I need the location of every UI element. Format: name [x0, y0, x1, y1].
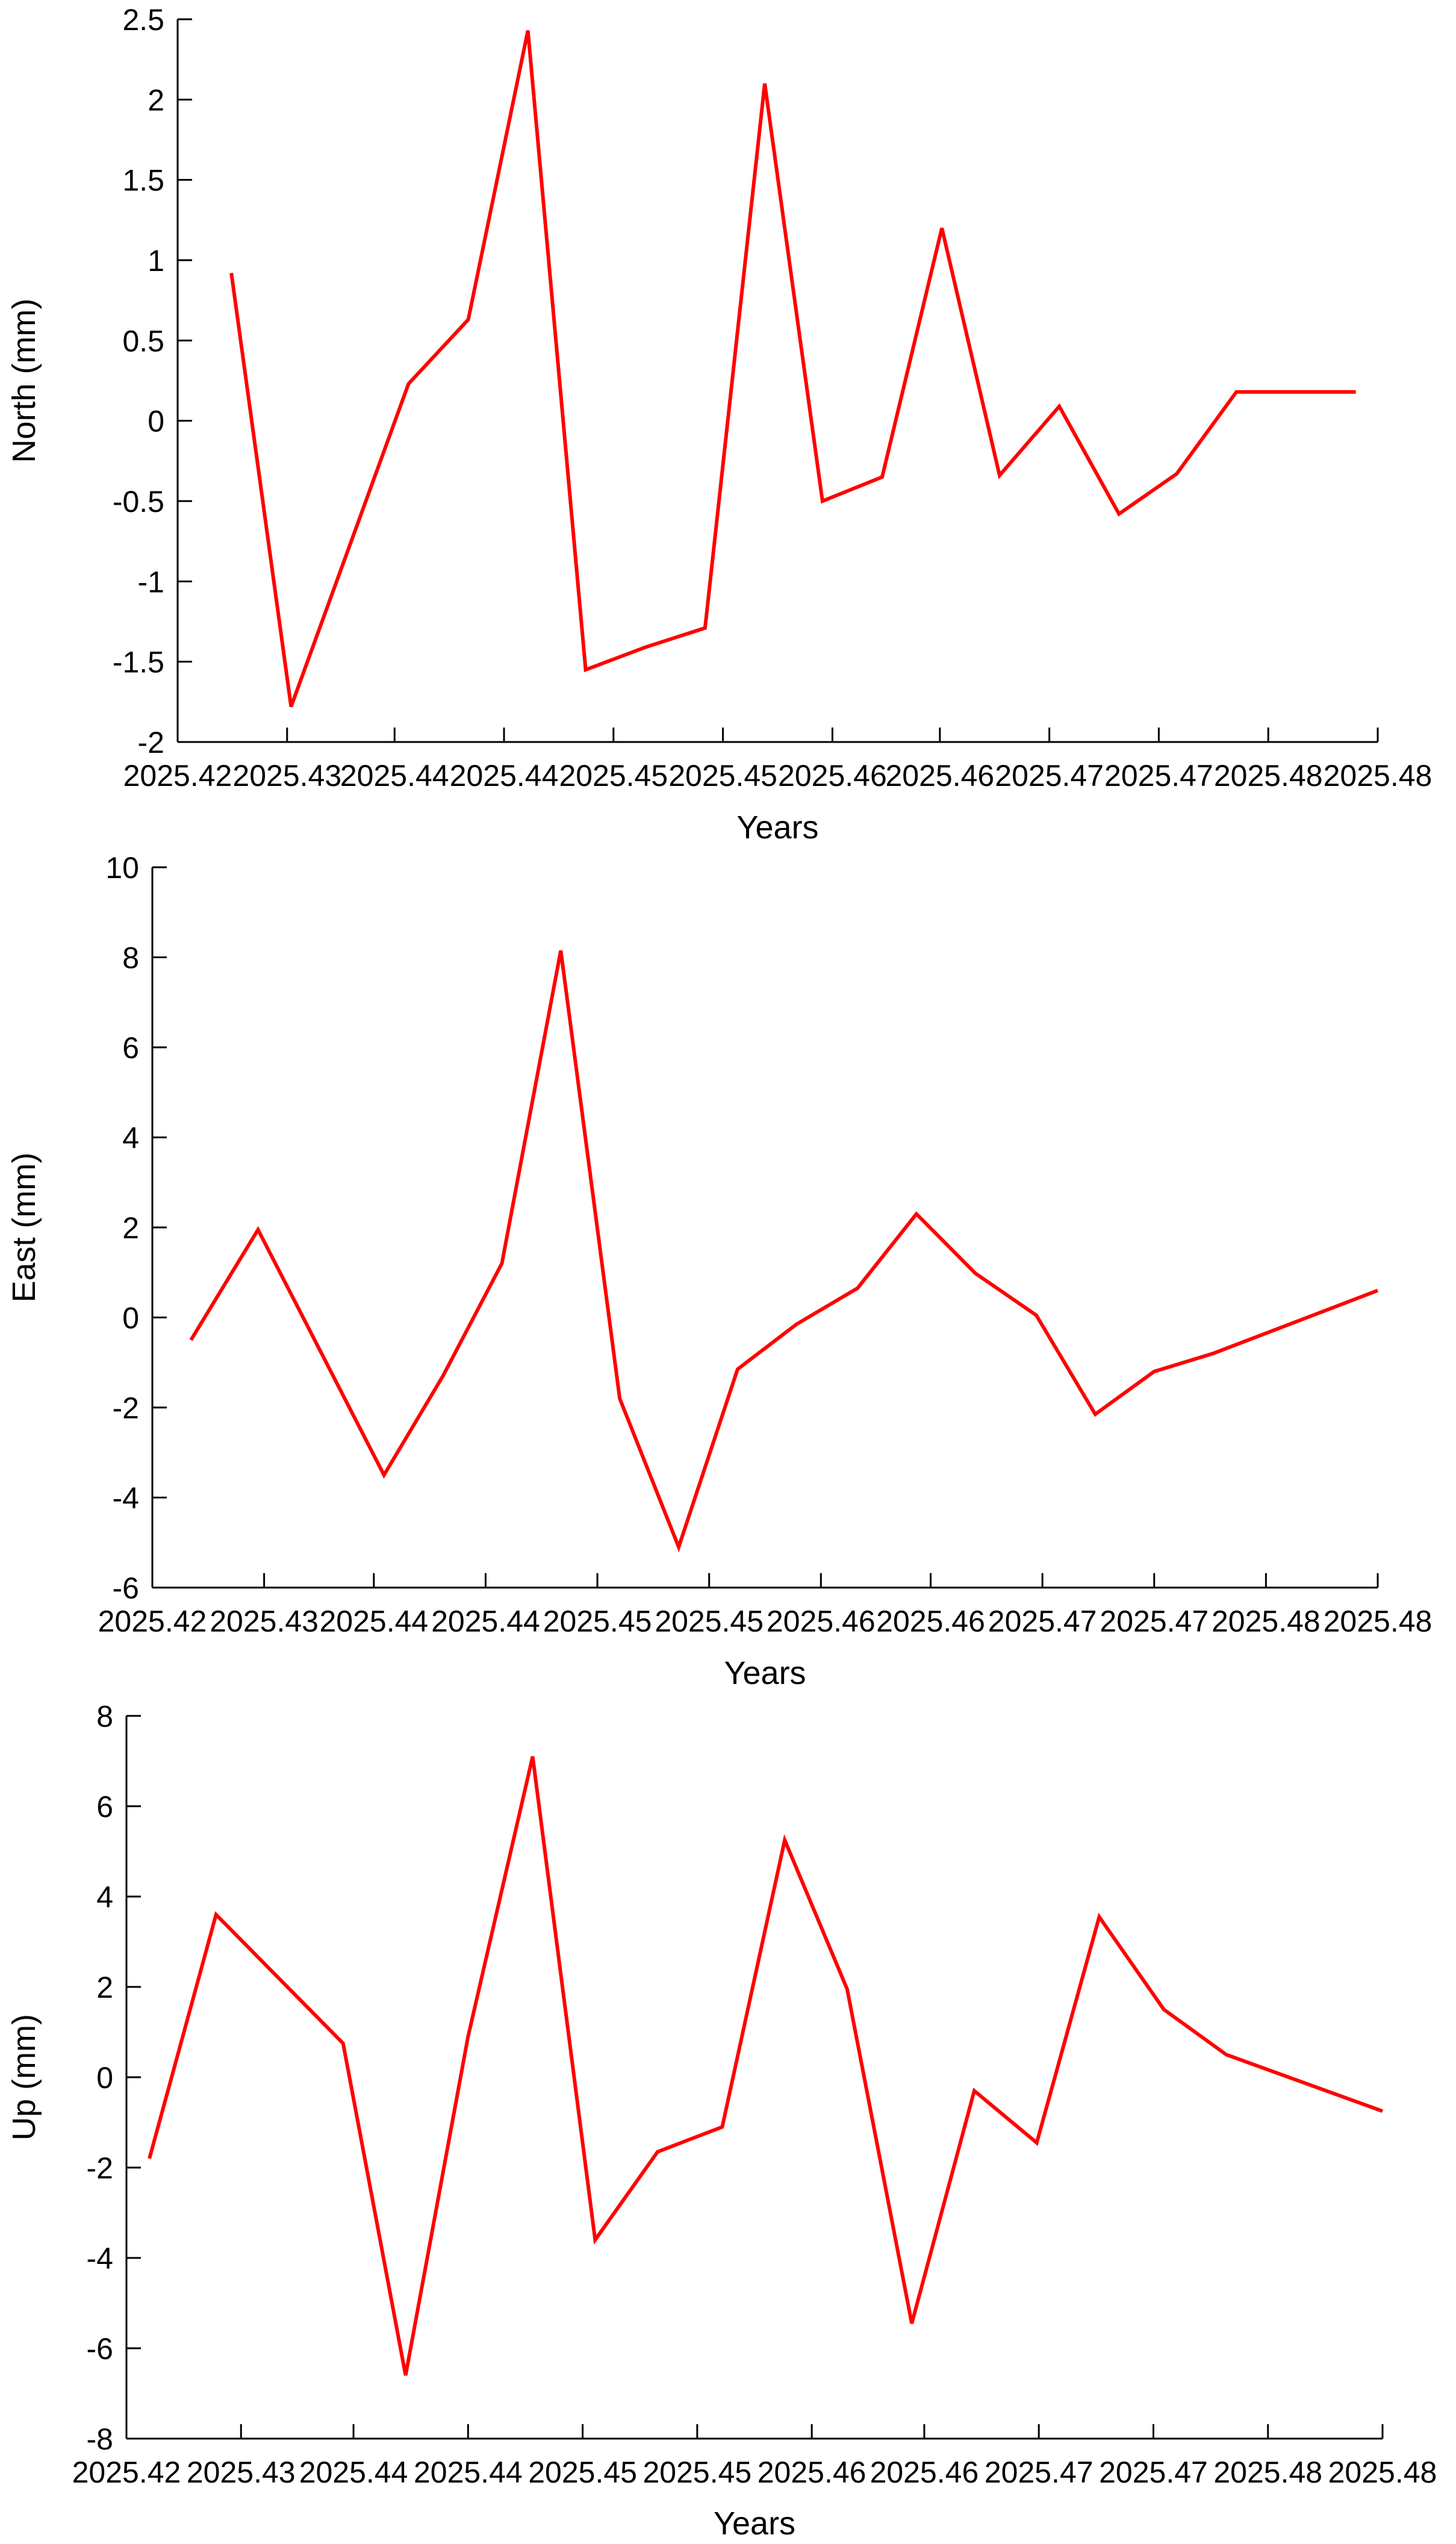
y-tick-label: 10: [105, 851, 139, 885]
y-tick-label: -6: [87, 2332, 113, 2366]
y-tick-label: 2.5: [122, 3, 164, 37]
series-line-1: [148, 1756, 1384, 2376]
x-axis-label: Years: [736, 809, 818, 846]
y-tick-label: 0.5: [122, 324, 164, 358]
x-tick-label: 2025.46: [758, 2455, 866, 2489]
x-tick-label: 2025.47: [1100, 1604, 1209, 1638]
x-tick-label: 2025.44: [299, 2455, 408, 2489]
y-tick-label: 8: [96, 1700, 113, 1733]
y-tick-label: -2: [138, 726, 164, 759]
y-tick-label: 4: [96, 1880, 113, 1914]
x-axis-label: Years: [724, 1655, 806, 1691]
x-tick-label: 2025.45: [543, 1604, 652, 1638]
y-tick-label: 2: [96, 1971, 113, 2004]
x-tick-label: 2025.45: [559, 759, 668, 793]
y-tick-label: 1: [148, 244, 164, 278]
x-tick-label: 2025.48: [1212, 1604, 1321, 1638]
y-tick-label: -6: [113, 1571, 139, 1605]
x-tick-label: 2025.43: [210, 1604, 319, 1638]
y-axis-label: North (mm): [6, 299, 42, 463]
y-tick-label: -1: [138, 565, 164, 599]
x-tick-label: 2025.47: [995, 759, 1104, 793]
y-tick-label: 0: [96, 2061, 113, 2095]
x-tick-label: 2025.45: [642, 2455, 751, 2489]
y-axis-label: East (mm): [6, 1153, 42, 1303]
x-tick-label: 2025.47: [1104, 759, 1213, 793]
y-tick-label: 0: [122, 1302, 139, 1335]
y-tick-label: -4: [113, 1482, 139, 1515]
x-tick-label: 2025.44: [431, 1604, 540, 1638]
x-tick-label: 2025.47: [1099, 2455, 1208, 2489]
y-tick-label: 2: [122, 1211, 139, 1245]
y-tick-label: 8: [122, 941, 139, 975]
y-tick-label: -1.5: [113, 646, 164, 679]
x-tick-label: 2025.43: [232, 759, 341, 793]
x-tick-label: 2025.46: [778, 759, 887, 793]
x-tick-label: 2025.47: [985, 2455, 1094, 2489]
x-tick-label: 2025.46: [876, 1604, 985, 1638]
series-line-1: [189, 950, 1379, 1553]
x-tick-label: 2025.45: [655, 1604, 764, 1638]
y-tick-label: 6: [96, 1790, 113, 1824]
x-tick-label: 2025.48: [1324, 1604, 1433, 1638]
y-tick-label: -2: [87, 2151, 113, 2185]
x-tick-label: 2025.44: [414, 2455, 523, 2489]
x-tick-label: 2025.48: [1213, 2455, 1322, 2489]
x-tick-label: 2025.46: [767, 1604, 876, 1638]
series-line-1: [229, 30, 1356, 708]
y-tick-label: -2: [113, 1391, 139, 1425]
x-tick-label: 2025.43: [187, 2455, 296, 2489]
x-tick-label: 2025.44: [340, 759, 449, 793]
y-tick-label: -8: [87, 2422, 113, 2456]
x-tick-label: 2025.46: [885, 759, 994, 793]
x-axis-label: Years: [714, 2505, 795, 2542]
x-tick-label: 2025.45: [528, 2455, 637, 2489]
y-tick-label: 2: [148, 83, 164, 117]
y-tick-label: 6: [122, 1031, 139, 1065]
x-tick-label: 2025.44: [450, 759, 559, 793]
y-tick-label: -0.5: [113, 485, 164, 519]
y-tick-label: -4: [87, 2242, 113, 2275]
x-tick-label: 2025.46: [870, 2455, 979, 2489]
x-tick-label: 2025.48: [1324, 759, 1433, 793]
x-tick-label: 2025.47: [988, 1604, 1097, 1638]
y-tick-label: 4: [122, 1121, 139, 1155]
y-axis-label: Up (mm): [6, 2014, 42, 2140]
y-tick-label: 0: [148, 405, 164, 438]
x-tick-label: 2025.42: [72, 2455, 181, 2489]
x-tick-label: 2025.42: [123, 759, 232, 793]
x-tick-label: 2025.44: [319, 1604, 428, 1638]
x-tick-label: 2025.45: [668, 759, 777, 793]
x-tick-label: 2025.48: [1214, 759, 1323, 793]
y-tick-label: 1.5: [122, 164, 164, 198]
x-tick-label: 2025.48: [1328, 2455, 1437, 2489]
x-tick-label: 2025.42: [98, 1604, 207, 1638]
